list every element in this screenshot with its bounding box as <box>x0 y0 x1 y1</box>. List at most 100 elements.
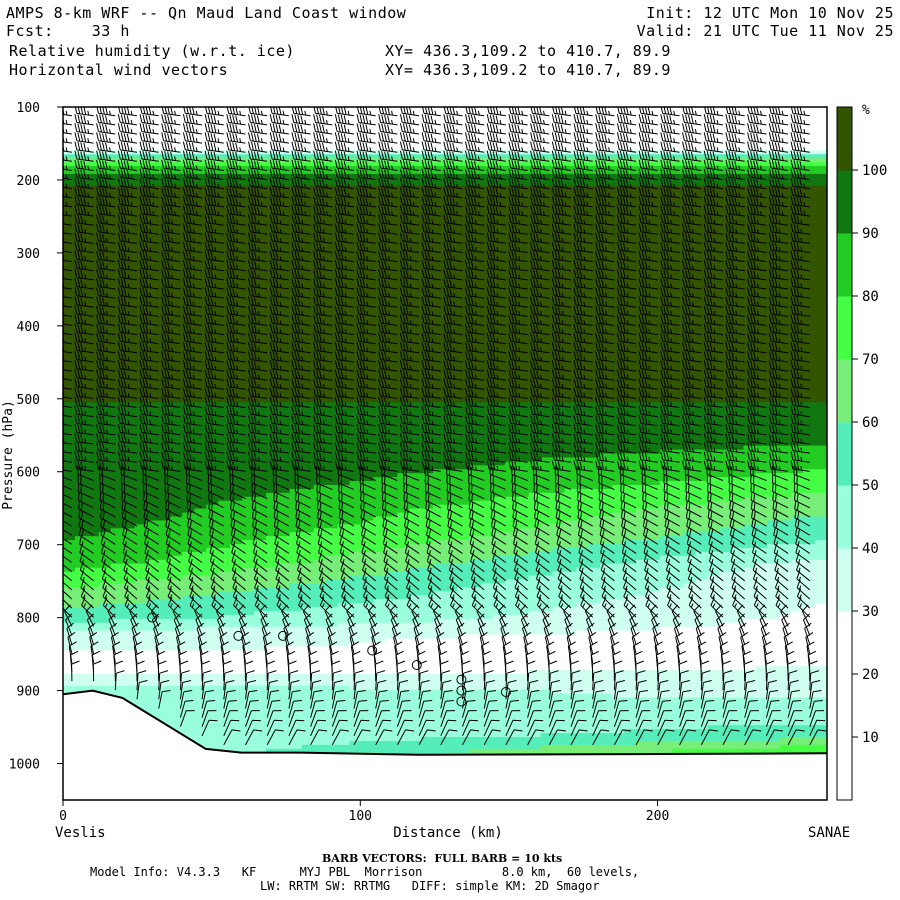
wind-barb <box>96 360 116 372</box>
wind-barb <box>313 141 333 153</box>
wind-barb <box>204 332 224 345</box>
rh-cell <box>659 166 673 175</box>
wind-barb <box>161 287 181 299</box>
wind-barb <box>207 465 224 481</box>
wind-barb <box>573 187 593 199</box>
wind-barb <box>486 114 506 126</box>
rh-cell <box>433 150 446 155</box>
wind-barb <box>74 442 94 454</box>
rh-cell <box>349 162 363 167</box>
wind-barb <box>519 604 529 627</box>
rh-cell <box>743 154 756 159</box>
wind-barb <box>378 424 398 436</box>
wind-barb <box>96 114 116 126</box>
wind-barb <box>725 405 745 418</box>
wind-barb <box>638 296 658 308</box>
wind-barb <box>139 405 159 418</box>
wind-barb <box>768 241 789 253</box>
wind-barb <box>462 710 477 727</box>
wind-barb <box>443 287 463 299</box>
wind-barb <box>96 241 116 253</box>
wind-barb <box>725 159 745 171</box>
wind-barb <box>399 159 420 171</box>
rh-cell <box>218 591 231 616</box>
rh-cell <box>755 725 768 742</box>
wind-barb <box>207 474 224 491</box>
wind-barb <box>725 314 745 326</box>
wind-barb <box>443 177 463 190</box>
wind-barb <box>486 287 506 299</box>
rh-cell <box>719 154 733 159</box>
wind-barb <box>703 269 724 281</box>
rh-cell <box>731 162 745 167</box>
rh-cell <box>63 162 76 167</box>
wind-barb <box>530 433 550 445</box>
wind-barb <box>418 660 427 682</box>
wind-barb <box>747 451 767 463</box>
wind-barb <box>443 278 463 290</box>
wind-barb <box>347 613 355 636</box>
rh-cell <box>63 571 76 588</box>
rh-cell <box>373 166 386 175</box>
wind-barb <box>63 476 73 481</box>
wind-barb <box>527 700 541 718</box>
wind-barb <box>461 660 471 682</box>
wind-barb <box>317 509 333 527</box>
rh-cell <box>385 402 398 478</box>
wind-barb <box>703 205 724 217</box>
wind-barb <box>443 314 463 326</box>
wind-barb <box>508 168 528 181</box>
rh-cell <box>552 634 565 671</box>
rh-cell <box>421 674 434 691</box>
wind-barb <box>595 123 615 135</box>
rh-cell <box>254 611 267 628</box>
wind-barb <box>508 323 528 336</box>
rh-cell <box>707 477 721 502</box>
wind-barb <box>226 278 246 290</box>
wind-barb <box>378 141 398 153</box>
wind-barb <box>226 177 246 190</box>
rh-cell <box>289 646 303 675</box>
wind-barb <box>573 323 593 336</box>
wind-barb <box>787 680 799 700</box>
rh-cell <box>516 634 530 675</box>
rh-cell <box>540 611 554 636</box>
wind-barb <box>248 259 268 272</box>
x-axis: 0 100 200 <box>59 800 669 824</box>
rh-cell <box>779 154 792 159</box>
wind-barb <box>584 604 594 627</box>
rh-cell <box>158 579 172 600</box>
wind-barb <box>765 729 783 746</box>
rh-cell <box>63 587 76 608</box>
wind-barb <box>313 387 333 399</box>
wind-barb <box>508 396 528 408</box>
rh-cell <box>492 614 506 636</box>
wind-barb <box>74 305 94 317</box>
rh-cell <box>624 630 637 671</box>
wind-barb <box>530 241 550 253</box>
wind-barb <box>530 107 550 117</box>
rh-cell <box>313 528 327 561</box>
wind-barb <box>573 378 593 390</box>
wind-barb <box>161 168 181 181</box>
rh-cell <box>540 185 554 403</box>
wind-barb <box>542 613 550 636</box>
rh-cell <box>480 536 494 561</box>
microphysics: Morrison <box>364 865 423 879</box>
wind-barb <box>78 500 94 518</box>
wind-barb <box>223 710 239 727</box>
wind-barb <box>204 351 224 363</box>
wind-barb <box>508 132 528 144</box>
wind-barb <box>389 604 398 627</box>
wind-barb <box>223 690 236 709</box>
rh-cell <box>218 650 231 675</box>
wind-barb <box>664 518 680 536</box>
wind-barb <box>443 405 463 418</box>
wind-barb <box>182 187 203 199</box>
wind-barb <box>722 700 737 718</box>
rh-cell <box>265 646 279 675</box>
wind-barb <box>399 150 420 162</box>
rh-cell <box>301 402 315 490</box>
wind-barb <box>421 351 441 363</box>
wind-barb <box>530 351 550 363</box>
